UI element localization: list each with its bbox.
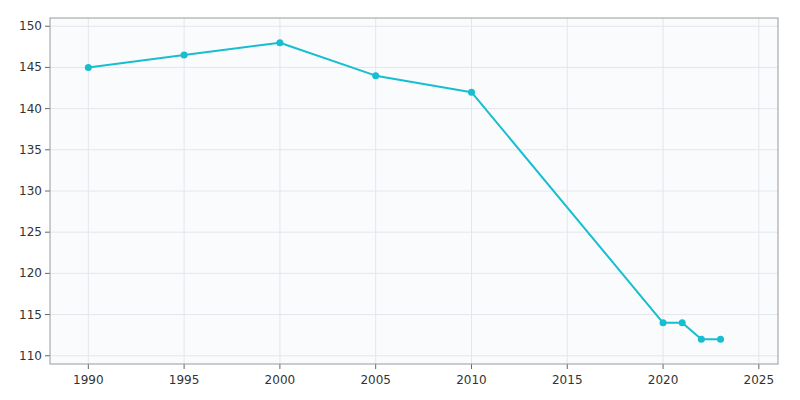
y-tick xyxy=(45,26,50,27)
y-tick xyxy=(45,108,50,109)
plot-area xyxy=(50,18,778,364)
x-tick-label: 2020 xyxy=(648,373,679,387)
y-tick-label: 110 xyxy=(19,349,42,363)
y-tick xyxy=(45,149,50,150)
y-grid-line xyxy=(50,108,778,109)
point xyxy=(717,336,724,343)
x-tick-label: 2005 xyxy=(360,373,391,387)
y-tick xyxy=(45,191,50,192)
grid xyxy=(50,18,778,364)
y-grid-line xyxy=(50,314,778,315)
x-tick xyxy=(375,364,376,369)
point xyxy=(276,39,283,46)
x-tick xyxy=(88,364,89,369)
y-tick xyxy=(45,355,50,356)
point xyxy=(372,72,379,79)
y-tick xyxy=(45,314,50,315)
x-tick xyxy=(567,364,568,369)
point xyxy=(85,64,92,71)
y-tick-label: 125 xyxy=(19,225,42,239)
y-tick xyxy=(45,273,50,274)
x-tick-label: 2000 xyxy=(265,373,296,387)
x-tick-label: 2015 xyxy=(552,373,583,387)
y-grid-line xyxy=(50,67,778,68)
x-tick xyxy=(184,364,185,369)
point xyxy=(660,319,667,326)
x-tick-label: 1995 xyxy=(169,373,200,387)
point xyxy=(468,89,475,96)
y-grid-line xyxy=(50,26,778,27)
series xyxy=(85,39,724,343)
x-tick-label: 2025 xyxy=(744,373,775,387)
y-tick-label: 115 xyxy=(19,308,42,322)
x-tick-label: 1990 xyxy=(73,373,104,387)
line xyxy=(88,43,720,340)
x-tick xyxy=(279,364,280,369)
point xyxy=(679,319,686,326)
x-tick xyxy=(471,364,472,369)
y-tick xyxy=(45,232,50,233)
plot-frame xyxy=(50,18,778,364)
y-grid-line xyxy=(50,191,778,192)
y-grid-line xyxy=(50,273,778,274)
y-tick-label: 145 xyxy=(19,60,42,74)
x-tick xyxy=(758,364,759,369)
y-tick-label: 130 xyxy=(19,184,42,198)
chart: 1990 1995 2000 2005 2010 2015 2020 2025 110 115 12… xyxy=(0,0,800,400)
y-tick-label: 135 xyxy=(19,143,42,157)
y-grid-line xyxy=(50,232,778,233)
y-tick-label: 140 xyxy=(19,102,42,116)
point xyxy=(181,52,188,59)
axes: 1990 1995 2000 2005 2010 2015 2020 2025 110 115 12… xyxy=(19,18,778,387)
x-tick xyxy=(663,364,664,369)
point xyxy=(698,336,705,343)
y-grid-line xyxy=(50,149,778,150)
x-tick-label: 2010 xyxy=(456,373,487,387)
y-tick-label: 150 xyxy=(19,19,42,33)
y-tick-label: 120 xyxy=(19,266,42,280)
chart-container: 1990 1995 2000 2005 2010 2015 2020 2025 110 115 12… xyxy=(0,0,800,400)
y-grid-line xyxy=(50,355,778,356)
y-tick xyxy=(45,67,50,68)
